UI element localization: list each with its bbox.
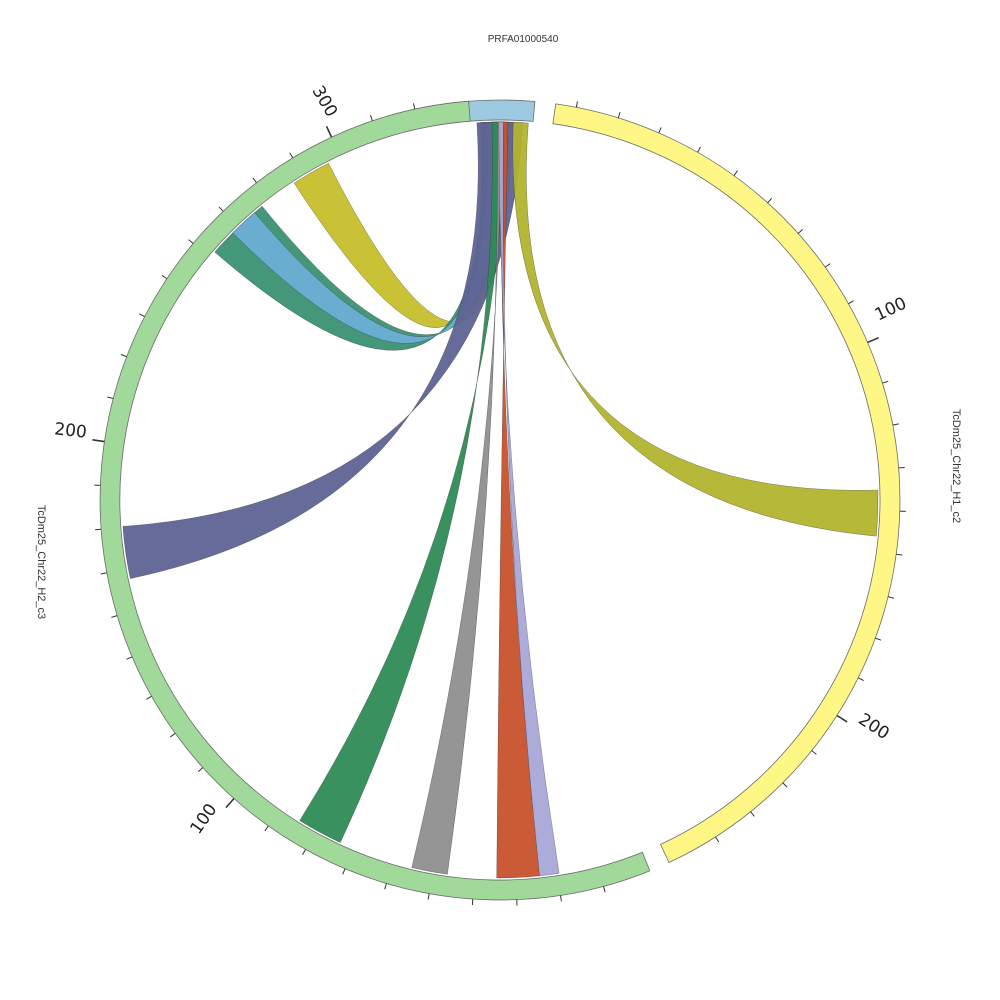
minor-tick (289, 152, 294, 159)
tick-label-h2-100: 100 (186, 800, 221, 838)
minor-tick (560, 895, 562, 902)
minor-tick (111, 615, 118, 618)
minor-tick (697, 146, 701, 153)
minor-tick (892, 423, 899, 426)
ribbons-layer (122, 121, 879, 879)
minor-tick (302, 849, 306, 855)
link-ribbon[interactable] (498, 121, 560, 877)
tick-label-h1-200: 200 (855, 710, 893, 744)
minor-tick (126, 656, 133, 660)
minor-tick (252, 177, 257, 183)
ticks-layer (92, 101, 906, 906)
minor-tick (848, 300, 854, 305)
minor-tick (750, 811, 755, 817)
link-ribbon[interactable] (122, 121, 524, 579)
contig-label-prfa01000540: PRFA01000540 (488, 34, 559, 45)
minor-tick (120, 354, 127, 358)
minor-tick (370, 115, 373, 122)
major-tick (867, 336, 879, 344)
major-tick (92, 439, 105, 443)
minor-tick (858, 677, 864, 681)
minor-tick (146, 695, 152, 700)
minor-tick (824, 263, 831, 268)
minor-tick (384, 883, 387, 890)
minor-tick (197, 767, 204, 773)
major-tick (225, 798, 235, 809)
minor-tick (413, 103, 416, 110)
tick-label-h2-300: 300 (308, 82, 342, 120)
major-tick (836, 714, 848, 723)
minor-tick (811, 750, 817, 755)
minor-tick (733, 170, 738, 176)
minor-tick (342, 868, 346, 875)
minor-tick (797, 229, 803, 234)
minor-tick (170, 733, 176, 738)
tick-label-h2-200: 200 (53, 419, 87, 442)
minor-tick (138, 313, 145, 317)
contig-arc[interactable] (552, 103, 901, 864)
minor-tick (603, 886, 606, 893)
contig-arc[interactable] (464, 99, 536, 122)
minor-tick (658, 127, 662, 134)
minor-tick (896, 553, 903, 556)
minor-tick (264, 825, 269, 832)
major-tick (325, 125, 333, 138)
minor-tick (767, 197, 773, 204)
minor-tick (100, 572, 107, 575)
minor-tick (427, 893, 430, 900)
minor-tick (882, 380, 889, 384)
minor-tick (575, 101, 578, 108)
contig-arc[interactable] (99, 100, 651, 901)
minor-tick (161, 274, 168, 280)
contig-label-h2-c3: TcDm25_Chr22_H2_c3 (35, 505, 47, 619)
minor-tick (875, 637, 882, 641)
link-ribbon[interactable] (299, 121, 506, 843)
contig-label-h1-c2: TcDm25_Chr22_H1_c2 (950, 409, 962, 523)
minor-tick (887, 596, 895, 599)
link-ribbon[interactable] (512, 121, 879, 537)
minor-tick (188, 239, 194, 244)
minor-tick (218, 206, 224, 212)
minor-tick (617, 112, 621, 119)
contig-arcs-layer (99, 99, 901, 901)
minor-tick (107, 396, 114, 399)
link-ribbon[interactable] (411, 121, 502, 875)
minor-tick (782, 782, 788, 788)
tick-label-h1-100: 100 (872, 294, 910, 326)
minor-tick (715, 836, 720, 843)
